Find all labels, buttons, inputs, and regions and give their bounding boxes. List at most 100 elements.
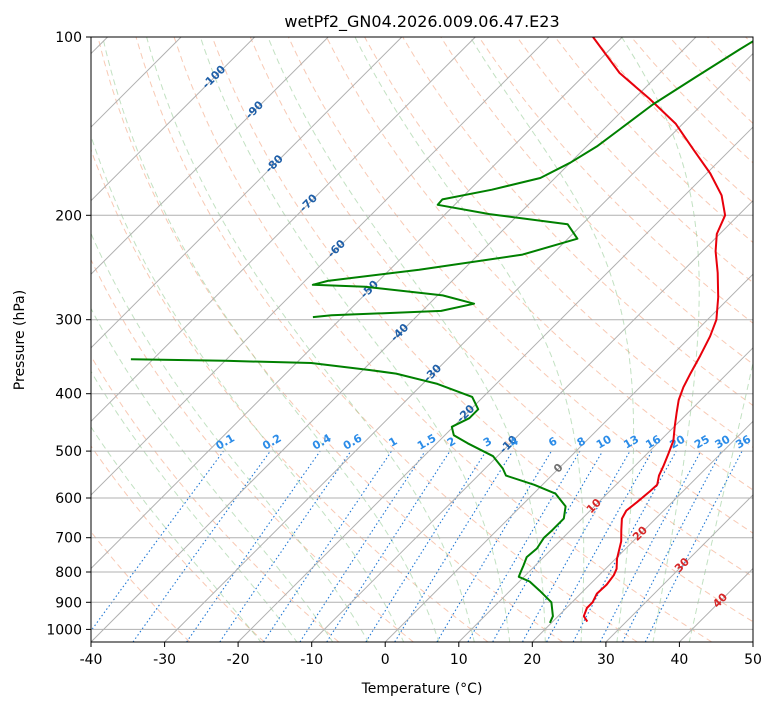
dewpoint-line <box>130 358 567 624</box>
mixing-ratio-line <box>644 450 743 642</box>
isotherm-line <box>237 126 753 642</box>
isotherm-line <box>91 37 256 202</box>
y-axis-label: Pressure (hPa) <box>12 290 28 390</box>
mixing-ratio-label: 16 <box>643 432 663 451</box>
dry-adiabat <box>707 37 753 85</box>
mixing-ratio-line <box>91 450 224 632</box>
mixing-ratio-label: 10 <box>594 432 614 451</box>
moist-adiabat <box>199 37 511 642</box>
mixing-ratio-line <box>394 450 514 642</box>
moist-adiabat <box>91 426 262 642</box>
x-tick-label: -20 <box>227 652 250 668</box>
isotherm-grid <box>91 37 753 642</box>
y-tick-label: 900 <box>55 595 82 611</box>
dry-adiabat <box>249 37 753 578</box>
isotherm-line <box>91 37 476 423</box>
x-tick-label: 0 <box>381 652 390 668</box>
isotherm-line <box>164 52 753 642</box>
dry-adiabat <box>440 37 753 365</box>
x-axis-ticks: -40 -30 -20 -10 0 10 20 30 40 50 <box>80 642 762 668</box>
y-tick-label: 700 <box>55 531 82 547</box>
mixing-ratio-label: 8 <box>575 435 588 450</box>
moist-adiabat <box>354 37 585 642</box>
moist-adiabat <box>621 37 700 642</box>
mixing-ratio-line <box>263 450 392 642</box>
moist-adiabat <box>102 37 440 642</box>
isotherm-label: 10 <box>584 496 604 516</box>
mixing-ratio-line <box>436 450 552 642</box>
isotherm-line <box>91 37 623 570</box>
dry-adiabat <box>516 37 753 284</box>
moist-adiabat <box>91 232 369 642</box>
x-tick-label: 20 <box>523 652 541 668</box>
dry-adiabat <box>97 37 563 642</box>
moist-adiabats <box>91 37 753 642</box>
isotherm-line <box>679 567 753 642</box>
mixing-ratio-label: 0.1 <box>213 432 236 453</box>
mixing-ratio-label: 3 <box>481 435 494 450</box>
isotherm-line <box>752 641 753 642</box>
mixing-ratio-label: 30 <box>713 432 733 451</box>
moist-adiabat <box>267 37 546 642</box>
moist-adiabat <box>91 370 298 642</box>
dry-adiabat <box>211 37 753 623</box>
profile-lines <box>130 37 753 624</box>
mixing-ratio-line <box>599 450 702 642</box>
mixing-ratio-label: 0.2 <box>260 432 283 453</box>
x-tick-label: 10 <box>450 652 468 668</box>
x-tick-label: 40 <box>670 652 688 668</box>
mixing-ratio-label: 1 <box>386 435 399 450</box>
y-tick-label: 800 <box>55 565 82 581</box>
isotherm-line <box>531 420 753 642</box>
dry-adiabat <box>745 37 753 46</box>
y-tick-label: 100 <box>55 30 82 46</box>
mixing-ratio-line <box>326 450 451 642</box>
mixing-ratio-line <box>219 450 352 642</box>
dry-adiabats <box>91 37 753 642</box>
x-tick-label: -30 <box>153 652 176 668</box>
mixing-ratio-line <box>572 450 677 642</box>
isotherm-line <box>91 37 550 496</box>
mixing-ratio-label: 36 <box>733 432 753 451</box>
x-tick-label: -40 <box>80 652 103 668</box>
chart-title: wetPf2_GN04.2026.009.06.47.E23 <box>284 12 559 32</box>
y-tick-label: 1000 <box>46 622 82 638</box>
mixing-ratio-label: 1.5 <box>415 432 438 453</box>
dry-adiabat <box>287 37 753 534</box>
dry-adiabat <box>326 37 753 491</box>
mixing-ratio-line <box>365 450 487 642</box>
y-tick-label: 500 <box>55 444 82 460</box>
y-tick-label: 600 <box>55 491 82 507</box>
y-tick-label: 400 <box>55 387 82 403</box>
x-tick-label: 50 <box>744 652 762 668</box>
isotherm-line <box>91 37 329 275</box>
dry-adiabat <box>91 355 340 642</box>
dry-adiabat <box>669 37 753 125</box>
moist-adiabat <box>146 37 475 642</box>
mixing-ratio-line <box>186 450 321 642</box>
moist-adiabat <box>91 134 405 642</box>
mixing-ratio-label: 0.4 <box>310 431 334 452</box>
isotherm-line <box>605 494 753 642</box>
temperature-line <box>582 37 727 623</box>
mixing-ratio-label: 13 <box>621 433 641 452</box>
isotherm-line <box>458 347 753 642</box>
isobar-grid <box>91 37 753 630</box>
moist-adiabat <box>91 307 334 642</box>
dry-adiabat <box>91 148 489 642</box>
mixing-ratio-line <box>546 450 653 642</box>
dewpoint-upper-line <box>311 40 753 319</box>
y-tick-label: 200 <box>55 208 82 224</box>
dry-adiabat <box>91 445 265 642</box>
dry-adiabat <box>91 531 191 642</box>
mixing-ratio-line <box>299 450 426 642</box>
mixing-ratio-line <box>522 450 631 642</box>
plot-area: -100-90-80-70-60-50-40-30-20-10010203040… <box>91 37 753 642</box>
dry-adiabat <box>91 258 414 642</box>
dry-adiabat <box>173 37 713 642</box>
moist-adiabat <box>688 360 753 642</box>
mixing-ratio-label: 6 <box>546 434 559 449</box>
isotherm-line <box>91 37 403 349</box>
